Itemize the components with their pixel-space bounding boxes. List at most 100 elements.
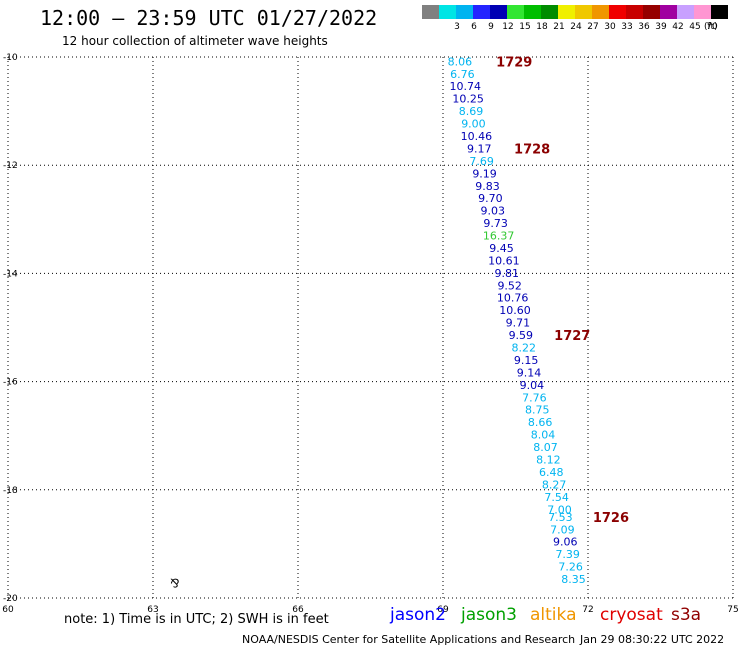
swh-value: 9.83 bbox=[475, 180, 500, 193]
swh-value: 7.69 bbox=[469, 155, 494, 168]
swh-value: 9.19 bbox=[472, 167, 497, 180]
swh-value: 8.69 bbox=[459, 105, 484, 118]
legend-swatch bbox=[490, 5, 507, 19]
legend-swatch bbox=[558, 5, 575, 19]
swh-value: 10.60 bbox=[499, 304, 531, 317]
legend-label: 33 bbox=[621, 22, 633, 32]
legend-label: 27 bbox=[587, 22, 599, 32]
legend-label: 24 bbox=[570, 22, 582, 32]
legend-unit: (ft) bbox=[704, 22, 718, 32]
time-label: 1729 bbox=[496, 55, 532, 70]
swh-value: 8.06 bbox=[448, 55, 473, 68]
legend-swatch bbox=[626, 5, 643, 19]
swh-value: 8.07 bbox=[533, 441, 558, 454]
swh-value: 6.76 bbox=[450, 68, 475, 81]
legend-label: 3 bbox=[454, 22, 460, 32]
legend-label: 21 bbox=[553, 22, 565, 32]
legend-swatch bbox=[609, 5, 626, 19]
swh-value: 8.35 bbox=[561, 573, 586, 586]
swh-value: 7.39 bbox=[555, 548, 580, 561]
swh-value: 9.59 bbox=[509, 329, 534, 342]
legend-swatch bbox=[422, 5, 439, 19]
legend-label: 70 bbox=[706, 22, 718, 32]
x-tick-label: 60 bbox=[2, 605, 14, 615]
legend-swatch bbox=[711, 5, 728, 19]
swh-value: 9.73 bbox=[483, 217, 508, 230]
legend-label: 39 bbox=[655, 22, 667, 32]
time-label: 1726 bbox=[593, 511, 629, 526]
legend-swatch bbox=[592, 5, 609, 19]
legend-swatch bbox=[575, 5, 592, 19]
swh-value: 9.06 bbox=[553, 536, 578, 549]
swh-value: 9.17 bbox=[467, 142, 492, 155]
swh-value: 7.00 bbox=[547, 503, 572, 516]
legend-label: 6 bbox=[471, 22, 477, 32]
legend-swatch bbox=[677, 5, 694, 19]
swh-value: 9.45 bbox=[489, 242, 514, 255]
swh-value: 9.52 bbox=[497, 279, 522, 292]
satellite-s3a: s3a bbox=[671, 605, 702, 625]
swh-value: 8.04 bbox=[531, 429, 556, 442]
y-tick-label: -18 bbox=[3, 486, 18, 496]
swh-value: 16.37 bbox=[483, 230, 515, 243]
swh-value: 7.53 bbox=[548, 511, 573, 524]
y-tick-label: -10 bbox=[3, 53, 18, 63]
swh-value: 8.27 bbox=[542, 478, 567, 491]
swh-value: 9.15 bbox=[514, 354, 539, 367]
satellite-jason3: jason3 bbox=[461, 605, 517, 625]
x-tick-label: 63 bbox=[147, 605, 158, 615]
swh-value: 7.26 bbox=[558, 561, 583, 574]
swh-value: 8.12 bbox=[536, 454, 561, 467]
swh-value: 9.71 bbox=[506, 317, 531, 330]
swh-value: 9.14 bbox=[517, 366, 542, 379]
x-tick-label: 66 bbox=[292, 605, 304, 615]
legend-swatch bbox=[507, 5, 524, 19]
satellite-jason2: jason2 bbox=[390, 605, 446, 625]
y-tick-label: -14 bbox=[3, 269, 18, 279]
legend-label: 42 bbox=[672, 22, 684, 32]
swh-value: 6.48 bbox=[539, 466, 564, 479]
page-subtitle: 12 hour collection of altimeter wave hei… bbox=[62, 34, 328, 48]
legend-swatch bbox=[694, 5, 711, 19]
y-tick-label: -16 bbox=[3, 378, 18, 388]
swh-value: 7.54 bbox=[544, 491, 569, 504]
legend-swatch bbox=[643, 5, 660, 19]
swh-value: 7.76 bbox=[522, 391, 547, 404]
y-tick-label: -20 bbox=[3, 594, 18, 604]
x-tick-label: 69 bbox=[437, 605, 449, 615]
swh-value: 9.70 bbox=[478, 192, 503, 205]
swh-value: 10.61 bbox=[488, 254, 520, 267]
legend-swatch bbox=[456, 5, 473, 19]
legend-label: 18 bbox=[536, 22, 548, 32]
time-label: 1727 bbox=[554, 329, 590, 344]
swh-value: 8.66 bbox=[528, 416, 553, 429]
footer-credit: NOAA/NESDIS Center for Satellite Applica… bbox=[242, 633, 576, 646]
legend-label: 12 bbox=[502, 22, 514, 32]
footer-timestamp: Jan 29 08:30:22 UTC 2022 bbox=[580, 633, 725, 646]
x-tick-label: 72 bbox=[582, 605, 593, 615]
swh-value: 9.00 bbox=[461, 118, 486, 131]
swh-value: 10.74 bbox=[449, 80, 481, 93]
y-tick-label: -12 bbox=[3, 161, 18, 171]
swh-value: 9.81 bbox=[495, 267, 520, 280]
note-text: note: 1) Time is in UTC; 2) SWH is in fe… bbox=[64, 612, 329, 627]
legend-swatch bbox=[473, 5, 490, 19]
satellite-altika: altika bbox=[530, 605, 577, 625]
legend-swatch bbox=[439, 5, 456, 19]
swh-value: 8.22 bbox=[511, 342, 536, 355]
swh-value: 9.03 bbox=[481, 205, 506, 218]
legend-label: 9 bbox=[488, 22, 494, 32]
time-label: 1728 bbox=[514, 142, 550, 157]
legend-label: 15 bbox=[519, 22, 531, 32]
swh-value: 10.76 bbox=[497, 292, 529, 305]
swh-value: 7.09 bbox=[550, 523, 575, 536]
satellite-cryosat: cryosat bbox=[600, 605, 663, 625]
legend-label: 45 bbox=[689, 22, 701, 32]
legend-swatch bbox=[524, 5, 541, 19]
swh-value: 8.75 bbox=[525, 404, 550, 417]
x-tick-label: 75 bbox=[727, 605, 738, 615]
page-title: 12:00 – 23:59 UTC 01/27/2022 bbox=[40, 6, 378, 30]
island-marker: ⅋ bbox=[170, 576, 179, 590]
